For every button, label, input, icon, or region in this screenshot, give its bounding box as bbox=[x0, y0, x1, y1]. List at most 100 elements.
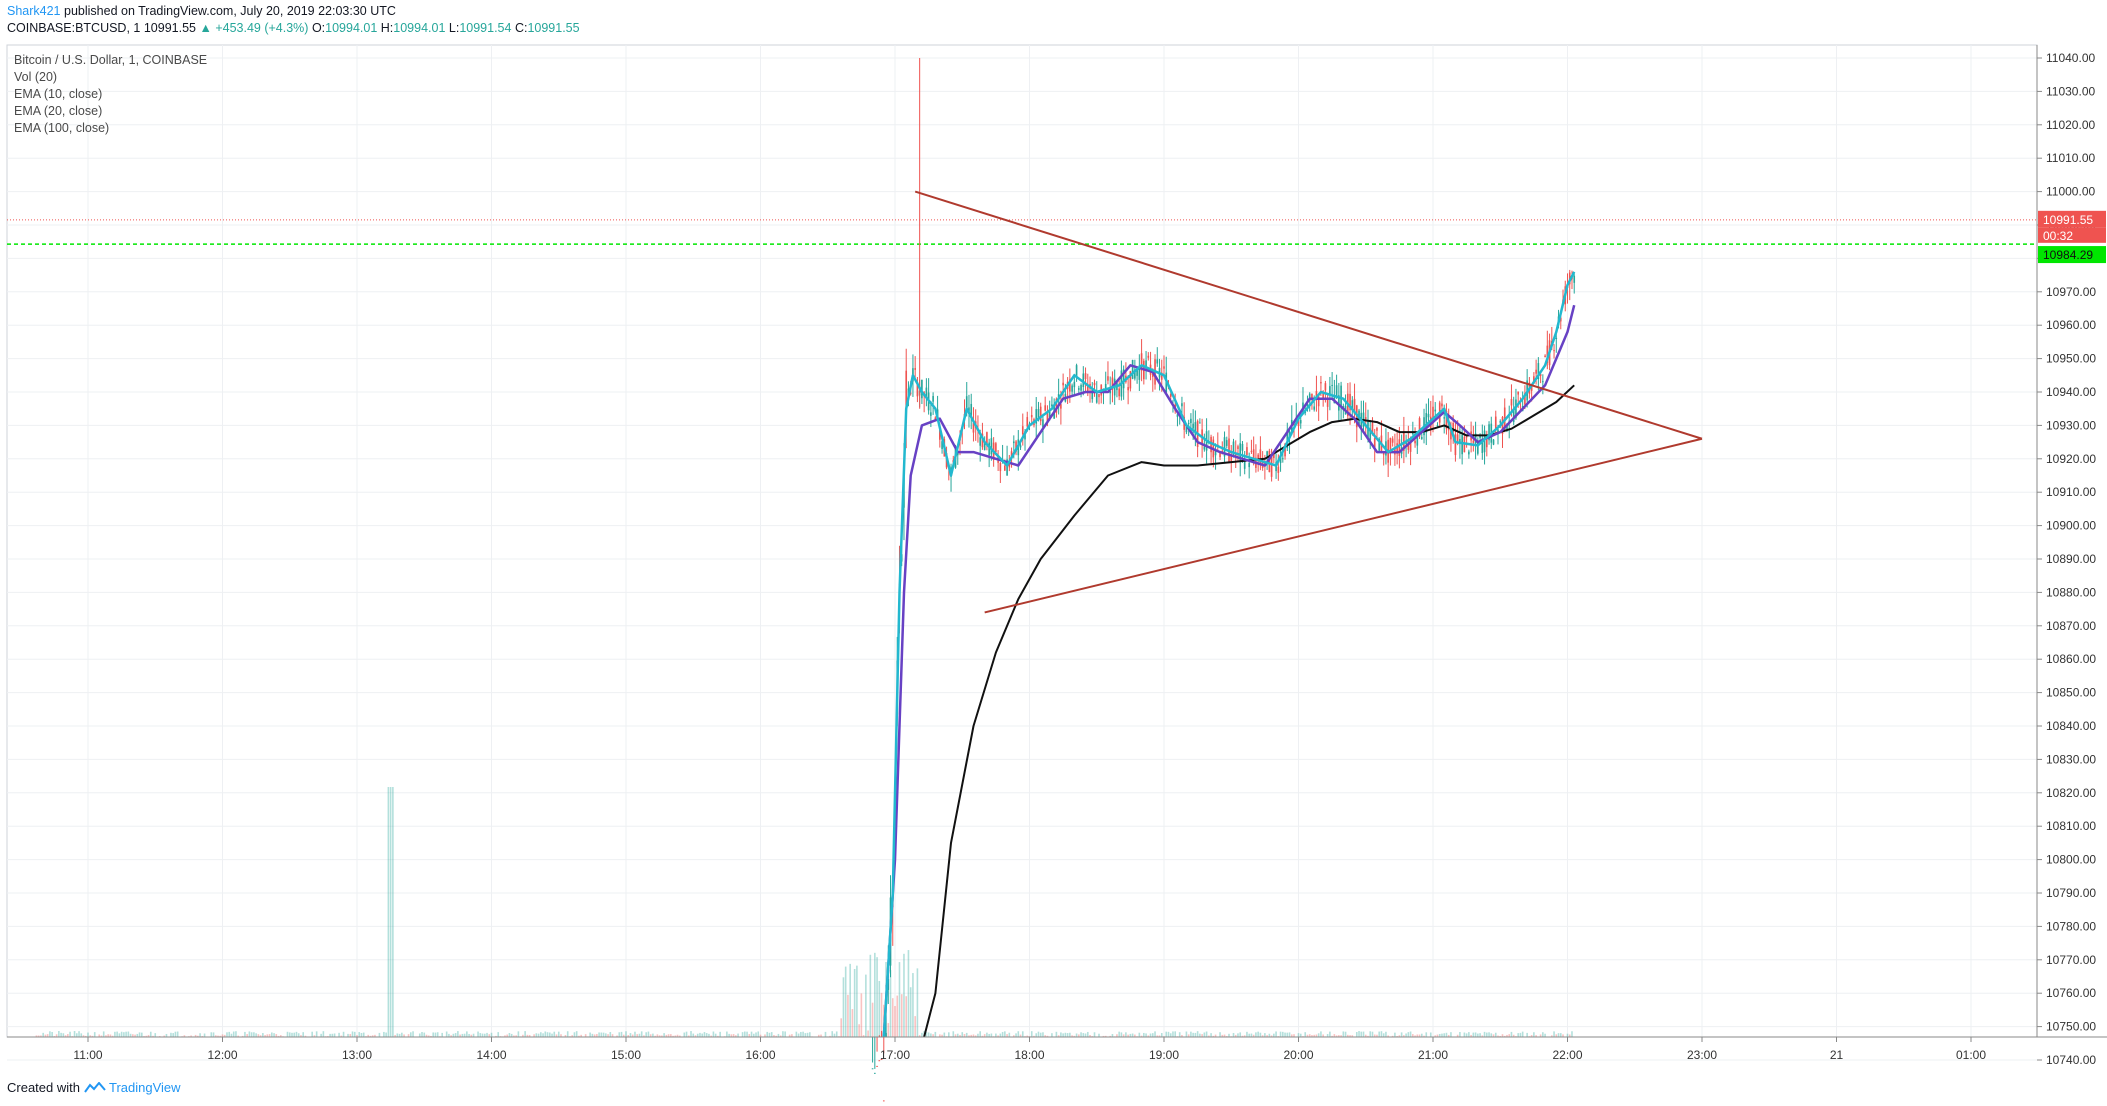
volume-bar bbox=[55, 1034, 58, 1037]
candle-body bbox=[1037, 408, 1040, 421]
volume-bar bbox=[605, 1033, 607, 1037]
candle-body bbox=[956, 452, 959, 456]
volume-bar bbox=[898, 962, 901, 1037]
volume-bar bbox=[1494, 1032, 1497, 1037]
volume-bar bbox=[1257, 1031, 1259, 1037]
candle-body bbox=[1510, 399, 1513, 406]
volume-bar bbox=[304, 1035, 307, 1037]
volume-bar bbox=[622, 1034, 625, 1037]
author-link[interactable]: Shark421 bbox=[7, 4, 61, 18]
volume-bar bbox=[1156, 1035, 1159, 1037]
trendline-upper bbox=[914, 190, 1703, 440]
volume-bar bbox=[367, 1034, 370, 1037]
volume-bar bbox=[649, 1034, 652, 1037]
candle-body bbox=[1492, 439, 1495, 445]
volume-bar bbox=[1147, 1035, 1150, 1037]
volume-bar bbox=[777, 1033, 780, 1037]
candle-body bbox=[1553, 350, 1555, 352]
x-tick-label: 14:00 bbox=[476, 1048, 506, 1062]
volume-bar bbox=[257, 1034, 260, 1037]
volume-bar bbox=[972, 1034, 975, 1037]
candle-body bbox=[1479, 434, 1481, 439]
candle-body bbox=[1378, 438, 1381, 451]
volume-bar bbox=[107, 1034, 109, 1037]
volume-bar bbox=[647, 1031, 650, 1037]
volume-bar bbox=[995, 1033, 997, 1037]
price-axis[interactable]: 11040.00 11030.00 11020.00 11010.00 11000.00… bbox=[2036, 45, 2096, 1067]
footer-brand[interactable]: TradingView bbox=[109, 1080, 181, 1095]
footer-created: Created with bbox=[7, 1080, 80, 1095]
volume-bar bbox=[1098, 1033, 1100, 1037]
volume-bar bbox=[111, 1035, 114, 1037]
y-tick-label: 10750.00 bbox=[2046, 1020, 2096, 1034]
volume-bar bbox=[262, 1033, 264, 1037]
volume-bar bbox=[466, 1031, 468, 1037]
ema100-line bbox=[923, 384, 1575, 1038]
volume-bar bbox=[300, 1035, 302, 1037]
volume-bar bbox=[1057, 1035, 1060, 1037]
volume-bar bbox=[968, 1035, 970, 1037]
volume-bar bbox=[441, 1032, 443, 1037]
volume-bar bbox=[1228, 1033, 1230, 1037]
volume-bar bbox=[432, 1032, 435, 1037]
volume-bar bbox=[932, 1034, 934, 1037]
volume-bar bbox=[788, 1034, 791, 1037]
volume-bar bbox=[699, 1032, 701, 1037]
volume-bar bbox=[1199, 1033, 1201, 1037]
time-axis[interactable]: 11:00 12:00 13:00 14:00 15:00 16:00 17:00 18:00… bbox=[7, 1036, 2107, 1062]
volume-bar bbox=[544, 1031, 547, 1037]
volume-bar bbox=[250, 1032, 253, 1037]
candle-body bbox=[1019, 445, 1022, 448]
volume-bar bbox=[522, 1034, 524, 1037]
volume-bar bbox=[1438, 1033, 1441, 1037]
volume-bar bbox=[165, 1033, 168, 1037]
volume-bar bbox=[537, 1033, 540, 1037]
volume-bar bbox=[172, 1033, 174, 1037]
candle-body bbox=[1382, 452, 1385, 455]
candle-body bbox=[1187, 422, 1190, 424]
volume-bar bbox=[1154, 1031, 1156, 1037]
volume-bar bbox=[916, 968, 919, 1037]
volume-bar bbox=[748, 1034, 751, 1037]
volume-bar bbox=[831, 1031, 834, 1037]
volume-bar bbox=[526, 1034, 529, 1037]
volume-bar bbox=[1120, 1032, 1123, 1037]
volume-bar bbox=[1394, 1032, 1396, 1037]
volume-bar bbox=[1542, 1032, 1544, 1037]
volume-bar bbox=[981, 1035, 984, 1037]
candle-body bbox=[1499, 421, 1502, 423]
volume-bar bbox=[1122, 1034, 1125, 1037]
volume-bar bbox=[1239, 1032, 1242, 1037]
volume-bar bbox=[795, 1031, 798, 1037]
volume-bar bbox=[578, 1035, 580, 1037]
volume-bar bbox=[1371, 1031, 1374, 1037]
volume-bar bbox=[232, 1031, 235, 1037]
candle-body bbox=[871, 1068, 874, 1070]
volume-bar bbox=[719, 1031, 721, 1037]
volume-bar bbox=[990, 1033, 993, 1037]
volume-bar bbox=[1403, 1035, 1405, 1037]
candle-body bbox=[1317, 396, 1320, 407]
y-tick-label: 10840.00 bbox=[2046, 719, 2096, 733]
volume-bar bbox=[369, 1035, 372, 1037]
volume-bar bbox=[102, 1031, 105, 1037]
candle-body bbox=[874, 1072, 876, 1074]
volume-bar bbox=[1367, 1035, 1369, 1037]
candle-body bbox=[970, 403, 973, 416]
volume-bar bbox=[535, 1033, 538, 1037]
candle-body bbox=[995, 443, 997, 452]
candle-body bbox=[1434, 409, 1437, 412]
volume-bar bbox=[129, 1033, 132, 1037]
volume-bar bbox=[219, 1035, 222, 1037]
plot-area[interactable] bbox=[6, 44, 2038, 1038]
volume-bar bbox=[1412, 1034, 1414, 1037]
volume-bar bbox=[912, 973, 914, 1037]
candle-body bbox=[986, 432, 988, 445]
volume-bar bbox=[1441, 1033, 1443, 1037]
volume-bar bbox=[1138, 1032, 1141, 1037]
volume-bar bbox=[374, 1034, 376, 1037]
volume-bar bbox=[114, 1031, 116, 1037]
volume-bar bbox=[1355, 1032, 1358, 1037]
volume-bar bbox=[264, 1035, 266, 1037]
